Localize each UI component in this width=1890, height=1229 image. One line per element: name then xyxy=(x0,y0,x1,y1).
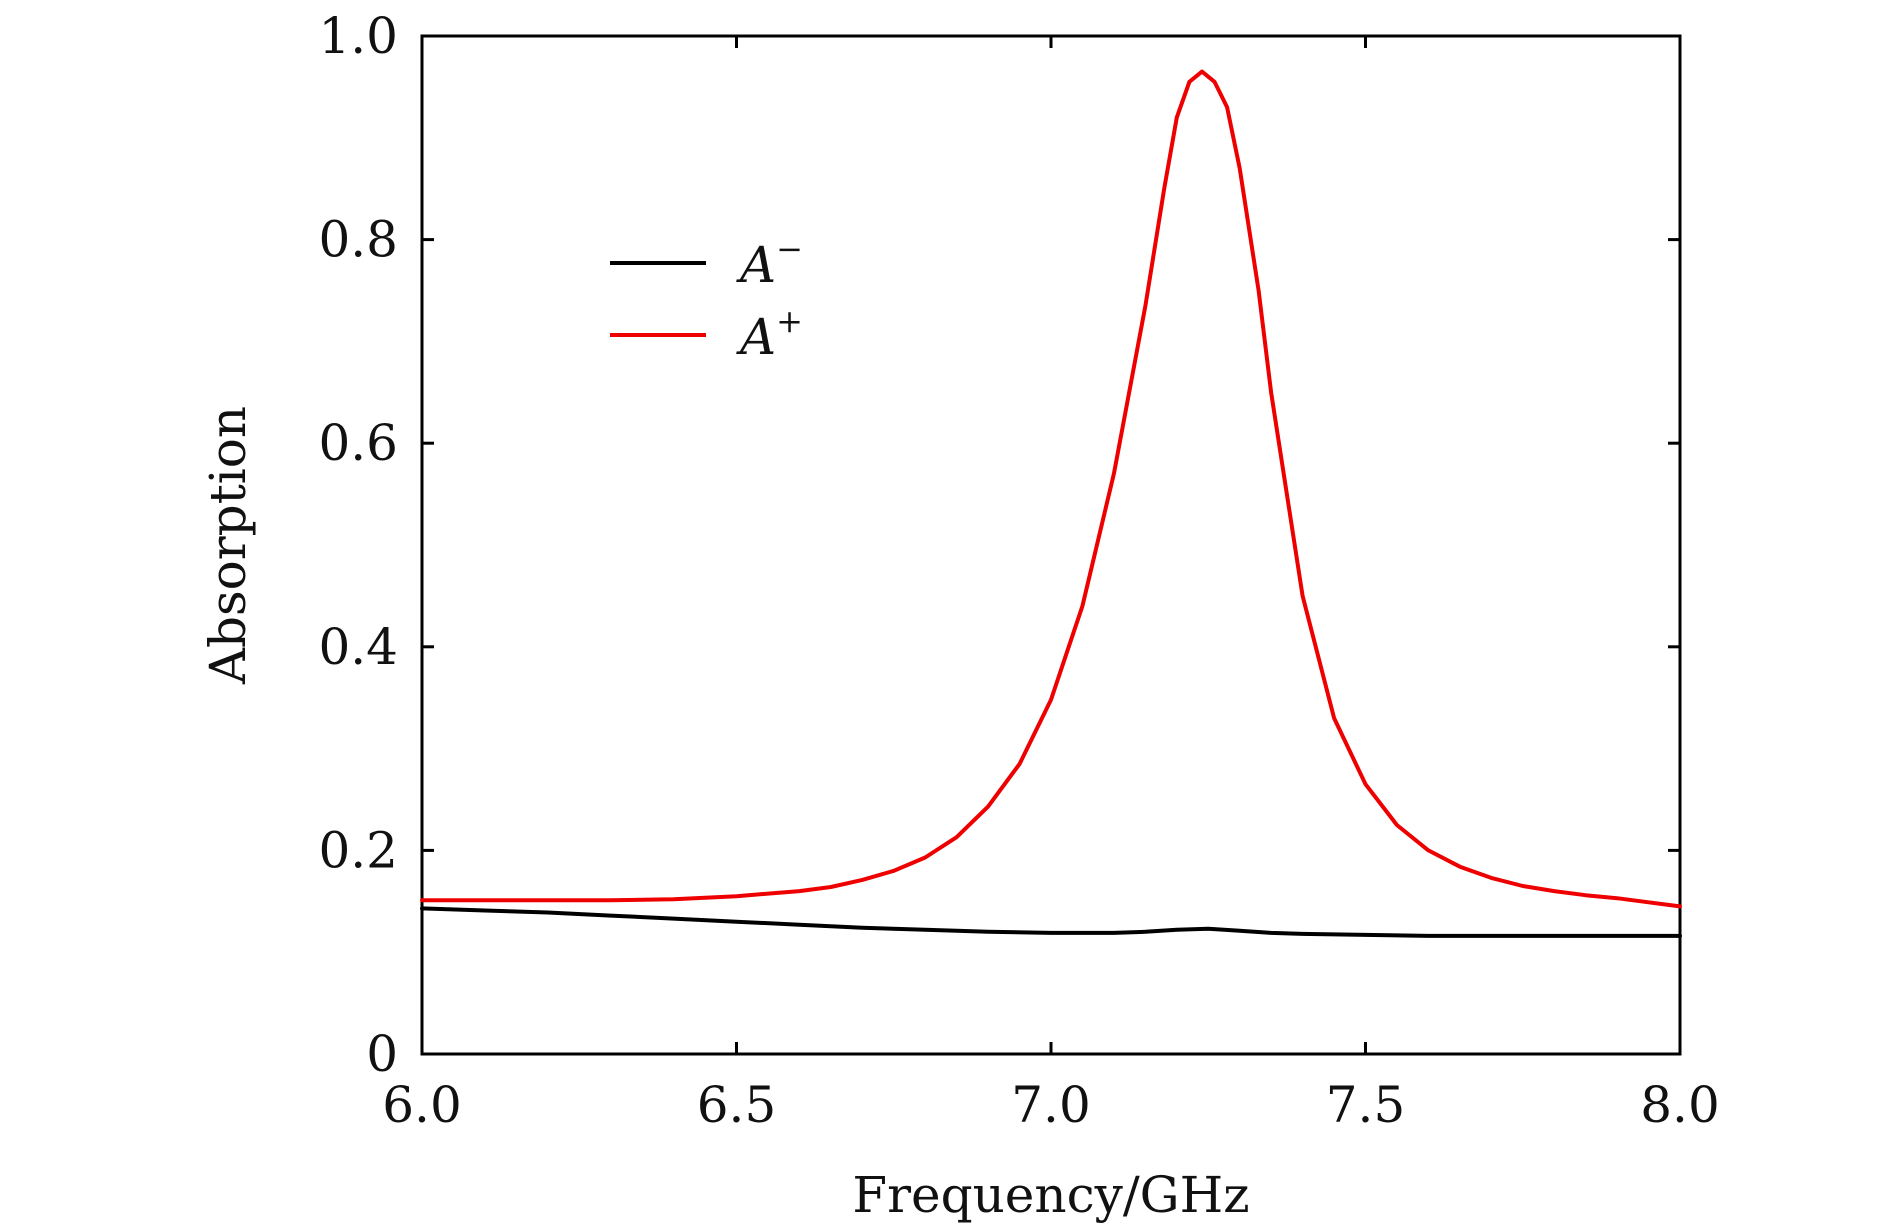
x-tick-label: 6.0 xyxy=(382,1076,462,1134)
y-tick-label: 1.0 xyxy=(318,7,398,65)
legend: A− A+ xyxy=(610,230,803,366)
legend-sup-a-plus: + xyxy=(776,302,803,340)
series-line-a-plus xyxy=(420,69,1682,909)
x-tick-label: 7.5 xyxy=(1326,1076,1406,1134)
y-axis-label: Absorption xyxy=(199,406,257,685)
x-tick-label: 6.5 xyxy=(697,1076,777,1134)
legend-base-a-minus: A xyxy=(736,236,776,294)
y-tick-label: 0 xyxy=(366,1025,398,1083)
x-axis-label: Frequency/GHz xyxy=(852,1166,1249,1224)
ticks-layer: 6.0 6.5 7.0 7.5 8.0 0 0.2 0.4 0.6 0.8 1.0 xyxy=(318,7,1719,1134)
y-tick-label: 0.6 xyxy=(318,414,398,472)
legend-sup-a-minus: − xyxy=(776,230,803,268)
legend-label-a-plus: A+ xyxy=(736,302,803,366)
y-tick-label: 0.8 xyxy=(318,211,398,269)
y-tick-label: 0.4 xyxy=(318,618,398,676)
x-tick-label: 7.0 xyxy=(1011,1076,1091,1134)
series-line-a-minus xyxy=(420,906,1682,938)
series-layer xyxy=(420,69,1682,938)
legend-base-a-plus: A xyxy=(736,308,776,366)
legend-label-a-minus: A− xyxy=(736,230,803,294)
x-tick-label: 8.0 xyxy=(1640,1076,1720,1134)
y-tick-label: 0.2 xyxy=(318,821,398,879)
